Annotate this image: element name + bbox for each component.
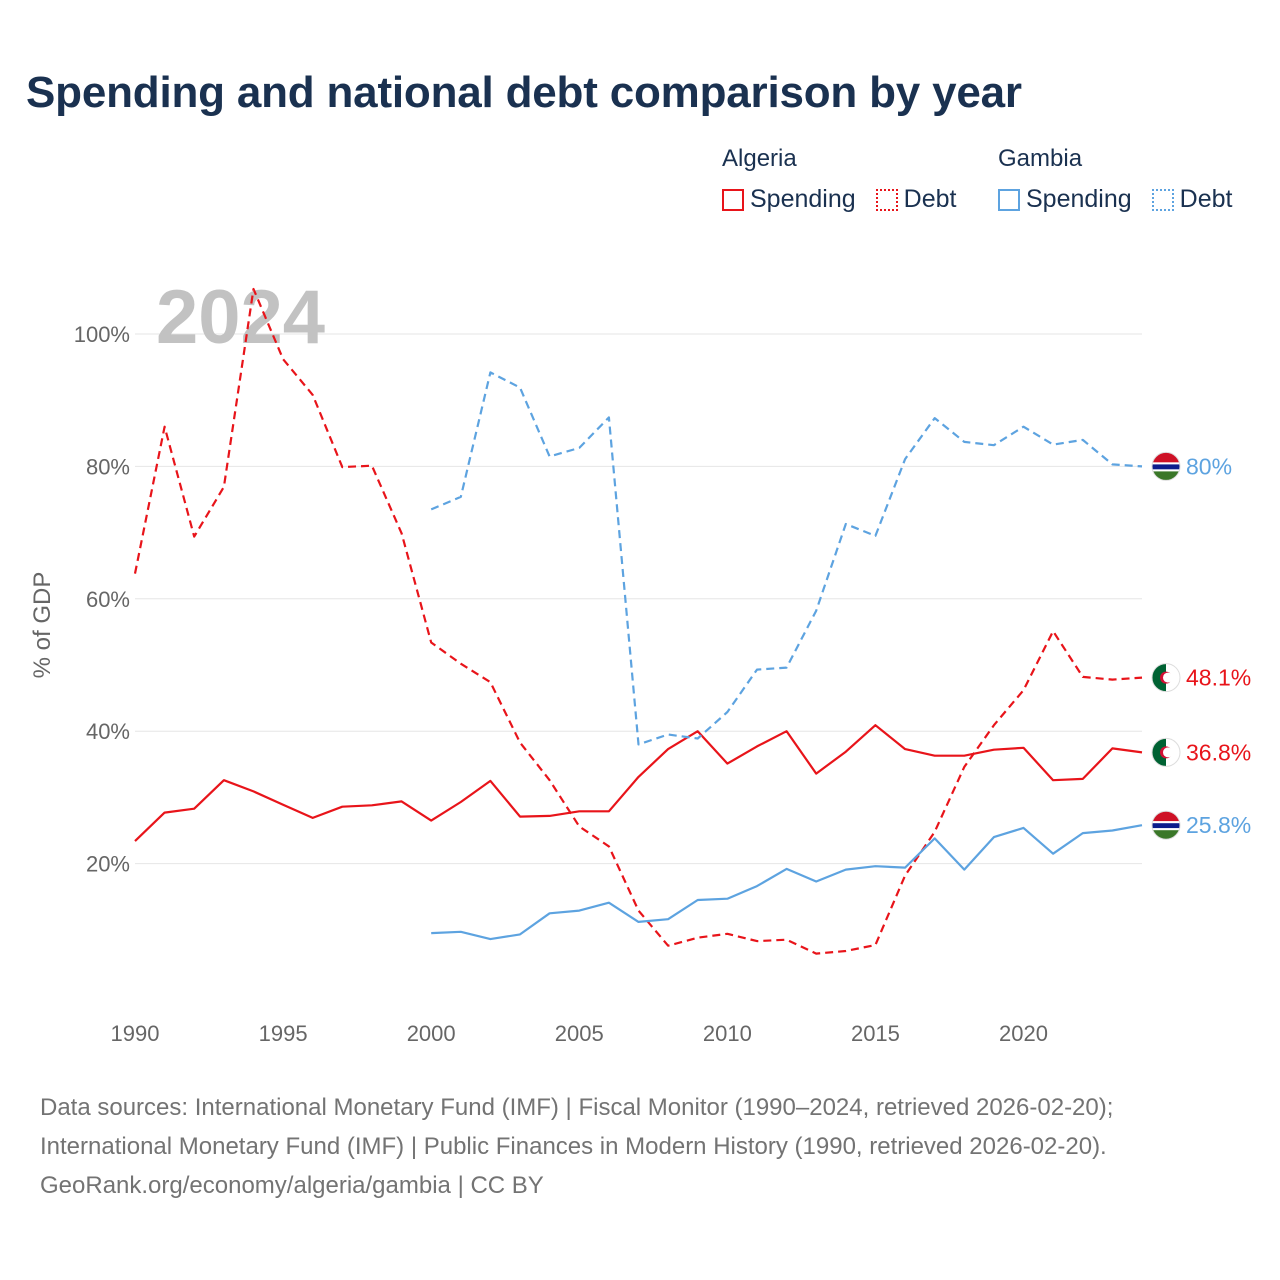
legend-swatch-solid-icon xyxy=(998,188,1020,211)
flag-stripe xyxy=(1152,462,1180,465)
flag-stripe xyxy=(1152,828,1180,831)
flag-half xyxy=(1152,663,1166,692)
x-axis-ticks: 1990 1995 2000 2005 2010 2015 2020 xyxy=(111,1021,1048,1046)
legend-item-algeria-debt[interactable]: Debt xyxy=(875,185,957,214)
x-tick-label: 1995 xyxy=(259,1021,308,1046)
y-axis-ticks: 20% 40% 60% 80% 100% xyxy=(74,322,130,877)
flag-stripe xyxy=(1152,830,1180,840)
chart-title: Spending and national debt comparison by… xyxy=(26,68,1022,117)
year-watermark: 2024 xyxy=(156,275,325,360)
series-line-algeria-debt xyxy=(133,287,1143,955)
flag-border xyxy=(1151,810,1181,840)
gambia-flag-icon xyxy=(1151,810,1181,840)
end-markers: 36.8% 48.1% 25.8% 80% xyxy=(1151,451,1251,840)
line-chart: 2024 20% 40% 60% 80% 100% 1990 1995 2000 2005 20… xyxy=(29,275,1251,1046)
legend-group-algeria: Algeria Spending Debt xyxy=(722,145,976,214)
y-tick-label: 60% xyxy=(86,587,130,612)
legend-group-name-algeria: Algeria xyxy=(722,145,797,172)
legend-item-gambia-spending[interactable]: Spending xyxy=(998,185,1132,214)
flag-fill xyxy=(1152,452,1180,481)
flag-fill xyxy=(1152,811,1180,840)
flag-stripe xyxy=(1152,811,1180,822)
flag-stripe xyxy=(1152,823,1180,829)
x-tick-label: 2010 xyxy=(703,1021,752,1046)
end-value-label: 36.8% xyxy=(1186,739,1251,765)
flag-crescent-cut xyxy=(1163,672,1173,683)
series-line-gambia-spending xyxy=(431,824,1143,941)
y-tick-label: 100% xyxy=(74,322,130,347)
end-value-label: 80% xyxy=(1186,453,1232,479)
x-tick-label: 2020 xyxy=(999,1021,1048,1046)
legend-label: Spending xyxy=(750,185,856,213)
legend-group-gambia: Gambia Spending Debt xyxy=(998,145,1252,214)
algeria-flag-icon xyxy=(1151,737,1181,767)
end-value-label: 48.1% xyxy=(1186,665,1251,691)
flag-stripe xyxy=(1152,469,1180,472)
flag-fill xyxy=(1152,663,1180,692)
flag-half xyxy=(1152,738,1166,767)
legend-group-name-gambia: Gambia xyxy=(998,145,1083,172)
flag-fill xyxy=(1152,738,1180,767)
source-line: International Monetary Fund (IMF) | Publ… xyxy=(40,1133,1107,1160)
legend-label: Spending xyxy=(1026,185,1132,213)
legend-item-gambia-debt[interactable]: Debt xyxy=(1151,185,1233,214)
legend-label: Debt xyxy=(903,185,957,213)
y-tick-label: 80% xyxy=(86,454,130,479)
flag-stripe xyxy=(1152,452,1180,463)
legend-item-algeria-spending[interactable]: Spending xyxy=(722,185,856,214)
y-tick-label: 40% xyxy=(86,719,130,744)
y-tick-label: 20% xyxy=(86,852,130,877)
flag-border xyxy=(1151,663,1181,693)
legend-swatch-dotted-icon xyxy=(875,188,898,211)
x-tick-label: 2005 xyxy=(555,1021,604,1046)
legend-label: Debt xyxy=(1179,185,1233,213)
algeria-flag-icon xyxy=(1151,663,1181,693)
x-tick-label: 2000 xyxy=(407,1021,456,1046)
legend-swatch-solid-icon xyxy=(722,188,744,211)
flag-stripe xyxy=(1152,471,1180,481)
flag-border xyxy=(1151,451,1181,481)
sources-note: Data sources: International Monetary Fun… xyxy=(40,1088,1113,1205)
gambia-flag-icon xyxy=(1151,451,1181,481)
x-tick-label: 1990 xyxy=(111,1021,160,1046)
x-tick-label: 2015 xyxy=(851,1021,900,1046)
flag-stripe xyxy=(1152,821,1180,824)
end-value-label: 25.8% xyxy=(1186,812,1251,838)
flag-border xyxy=(1151,737,1181,767)
flag-crescent-cut xyxy=(1163,747,1173,758)
legend-swatch-dotted-icon xyxy=(1151,188,1174,211)
source-line: Data sources: International Monetary Fun… xyxy=(40,1094,1114,1121)
series-line-gambia-debt xyxy=(430,371,1143,746)
series-lines xyxy=(133,287,1143,955)
gridlines xyxy=(135,333,1142,865)
flag-stripe xyxy=(1152,464,1180,470)
y-axis-label: % of GDP xyxy=(29,572,56,679)
source-url[interactable]: GeoRank.org/economy/algeria/gambia | CC … xyxy=(40,1172,544,1199)
